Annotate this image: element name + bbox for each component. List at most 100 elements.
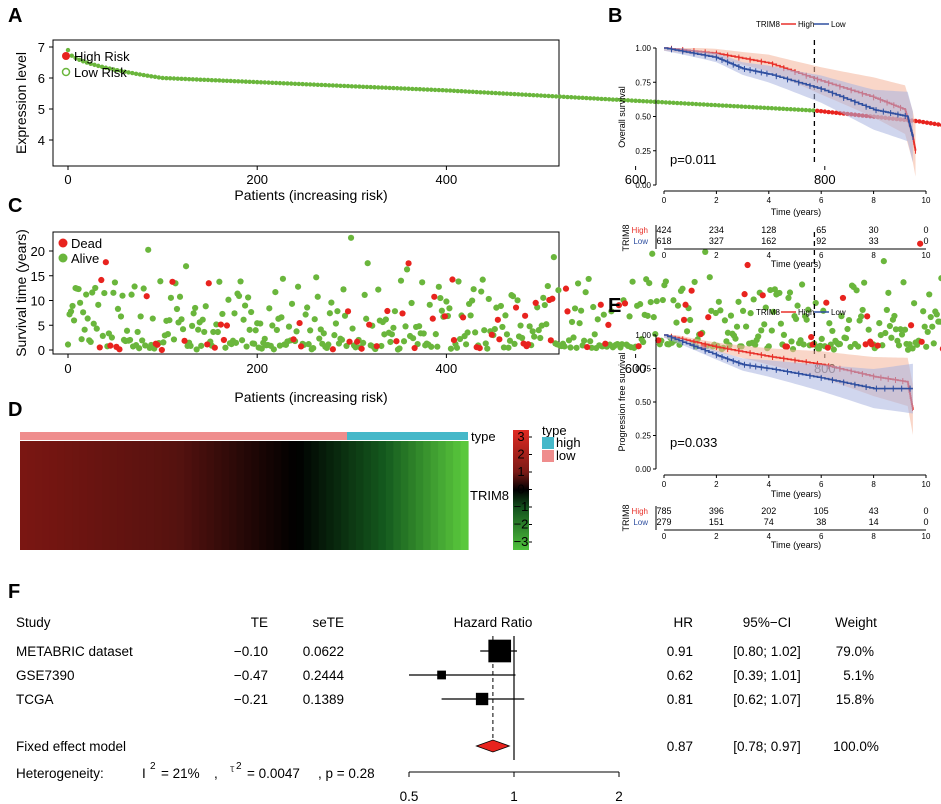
forest-study-name: GSE7390 (16, 668, 75, 683)
alive-point (326, 310, 333, 317)
alive-point (885, 289, 892, 296)
km-ytick-label: 0.75 (635, 365, 651, 374)
panel-d-gene-label: TRIM8 (470, 488, 509, 503)
heatmap-cell (199, 441, 208, 550)
alive-point (134, 328, 141, 336)
low-risk-point (413, 86, 419, 92)
low-risk-point (273, 80, 279, 86)
alive-point (479, 276, 486, 283)
alive-point (786, 289, 794, 296)
alive-point (173, 305, 181, 313)
heatmap-cell (303, 441, 312, 550)
alive-point (511, 340, 518, 348)
panel-d-label: D (8, 399, 22, 421)
high-risk-point (830, 110, 835, 115)
alive-point (278, 314, 285, 321)
forest-sete: 0.0622 (303, 644, 344, 659)
alive-point (646, 280, 653, 287)
km-ytick-label: 0.75 (635, 78, 651, 87)
alive-point (920, 308, 927, 315)
alive-point (252, 327, 259, 334)
alive-point (464, 329, 471, 336)
forest-i2-value: = 21% (161, 766, 200, 781)
dead-point (431, 293, 438, 300)
alive-point (92, 284, 99, 292)
panel-a-frame (52, 39, 560, 167)
heatmap-cell (57, 441, 66, 550)
alive-point (243, 343, 250, 350)
low-risk-point (459, 89, 464, 94)
panel-a-ytick-label: 4 (38, 133, 45, 148)
forest-te: −0.47 (234, 668, 268, 683)
alive-point (747, 310, 754, 317)
alive-point (506, 337, 514, 344)
heatmap-cell (288, 441, 297, 550)
low-risk-point (576, 95, 582, 100)
low-risk-point (432, 87, 438, 93)
heatmap-cell (139, 441, 148, 550)
low-risk-point (656, 99, 661, 105)
alive-point (189, 322, 196, 329)
panel-a-xtick-label: 400 (436, 172, 458, 187)
low-risk-point (455, 88, 460, 94)
dead-point (907, 322, 915, 329)
dead-point (682, 301, 689, 308)
low-risk-point (304, 82, 309, 87)
low-risk-point (765, 105, 771, 111)
forest-header-ci: 95%−CI (743, 615, 791, 630)
low-risk-point (508, 91, 513, 97)
low-risk-point (603, 96, 608, 102)
low-risk-point (504, 91, 510, 96)
low-risk-point (300, 81, 305, 87)
alive-point (269, 322, 276, 329)
alive-point (644, 312, 651, 319)
risk-count-high: 0 (923, 225, 928, 235)
panel-c-ytick-label: 15 (31, 269, 45, 284)
low-risk-point (383, 85, 389, 90)
low-risk-point (587, 96, 593, 101)
alive-point (69, 302, 76, 310)
alive-point (891, 312, 898, 320)
risk-count-high: 128 (761, 225, 776, 235)
alive-point (895, 342, 903, 349)
low-risk-point (296, 81, 302, 87)
low-risk-point (292, 81, 298, 86)
heatmap-cell (184, 441, 193, 550)
alive-point (618, 341, 626, 348)
heatmap-cell (415, 441, 424, 550)
dead-point (411, 344, 418, 352)
alive-point (629, 278, 636, 285)
alive-point (349, 325, 356, 332)
alive-point (702, 248, 709, 255)
dead-point (449, 276, 456, 283)
alive-point (81, 326, 88, 333)
alive-point (541, 301, 548, 309)
alive-point (437, 294, 444, 302)
low-risk-point (190, 77, 196, 82)
high-risk-point (924, 120, 930, 125)
heatmap-cell (318, 441, 327, 550)
alive-point (785, 294, 792, 301)
low-risk-point (489, 90, 495, 96)
alive-point (178, 316, 185, 323)
alive-point (332, 320, 340, 327)
color-scale-tick-label: −3 (514, 534, 529, 549)
forest-header-study: Study (16, 615, 51, 630)
panel-a-y-axis: 4 5 6 7 (38, 40, 53, 148)
dead-point (290, 336, 297, 343)
alive-point (652, 330, 659, 338)
risk-count-low: 151 (709, 517, 724, 527)
dead-point (107, 342, 114, 349)
panel-a-ytick-label: 6 (38, 71, 45, 86)
low-risk-point (285, 81, 290, 86)
alive-point (435, 283, 442, 290)
alive-point (721, 317, 729, 324)
low-risk-point (523, 92, 529, 97)
alive-point (408, 299, 415, 307)
color-scale-tick-label: 0 (517, 482, 524, 497)
low-risk-point (644, 99, 650, 104)
panel-a-xtick-label: 0 (64, 172, 71, 187)
low-risk-point (164, 75, 169, 81)
low-risk-point (478, 90, 483, 95)
alive-point (817, 342, 824, 349)
